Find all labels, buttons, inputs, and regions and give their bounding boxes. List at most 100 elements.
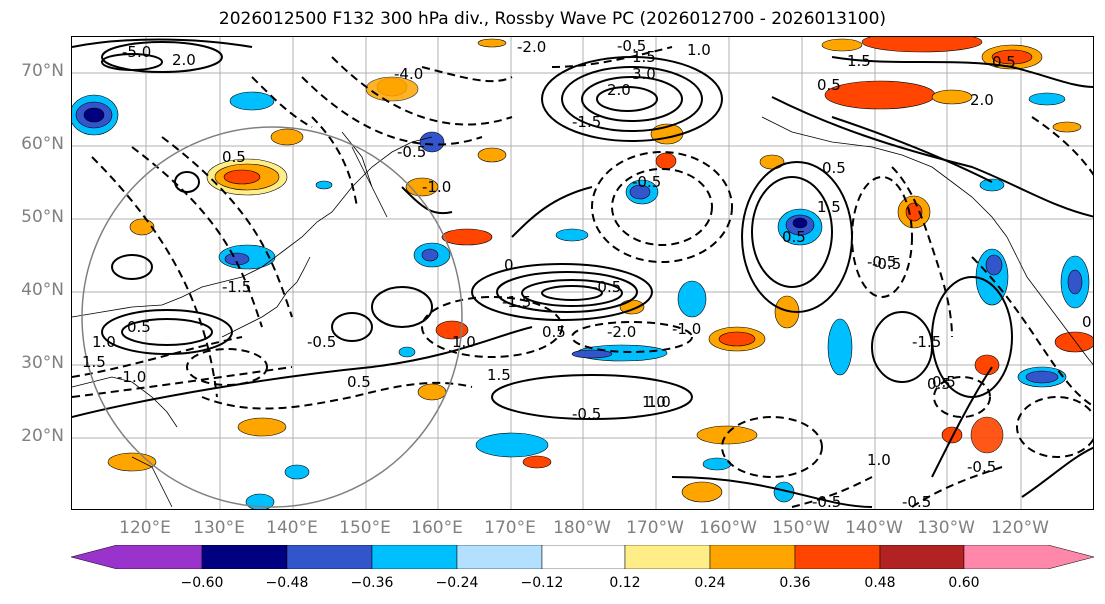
contour-line	[581, 76, 683, 122]
contour-label: -0.5	[632, 173, 661, 191]
contour-line	[491, 374, 693, 420]
contour-label: 0.5	[127, 318, 151, 336]
contour-line	[301, 76, 483, 146]
contour-label: -0.5	[867, 253, 896, 271]
shade-negative	[284, 464, 310, 480]
contour-label: -1.0	[422, 178, 451, 196]
contour-line	[72, 366, 293, 398]
colorbar-segment	[709, 545, 796, 569]
contour-label: 1.5	[632, 48, 656, 66]
shade-positive	[237, 417, 287, 437]
colorbar-segment	[879, 545, 965, 569]
contour-label: 0.5	[542, 323, 566, 341]
contour-line	[751, 176, 833, 288]
shade-negative	[421, 248, 439, 262]
contour-line	[931, 276, 1013, 398]
shade-positive	[974, 354, 1000, 376]
colorbar-tick: 0.24	[694, 575, 726, 591]
colorbar-tick: −0.24	[435, 575, 479, 591]
graticule	[72, 37, 1093, 509]
shade-positive	[931, 89, 973, 105]
map-title: 2026012500 F132 300 hPa div., Rossby Wav…	[218, 9, 887, 29]
shade-negative	[398, 346, 416, 358]
contour-line	[251, 76, 313, 128]
contour-line	[933, 376, 991, 418]
lon-label-150w: 150°W	[772, 518, 830, 538]
contour-line	[101, 41, 223, 73]
contour-label: -0.5	[617, 37, 646, 55]
contour-line	[1016, 396, 1093, 458]
map-panel: -5.0 2.0 -2.0 -0.5 -4.0 1.0 0.5 3.0 1.5 …	[71, 36, 1094, 510]
shade-positive	[905, 202, 923, 222]
contour-label: -5.0	[122, 43, 151, 61]
shade-positive	[270, 128, 304, 146]
colorbar-segment	[371, 545, 458, 569]
lon-label-160w: 160°W	[699, 518, 757, 538]
coastline-alaska	[761, 116, 1008, 238]
colorbar-tick: 0.48	[864, 575, 896, 591]
contour-label: 0.5	[822, 159, 846, 177]
shade-negative	[1025, 370, 1059, 384]
lon-label-130e: 130°E	[193, 518, 245, 538]
shade-positive	[759, 154, 785, 170]
divergence-shading	[72, 37, 1093, 509]
contour-label: -0.5	[397, 143, 426, 161]
shade-positive	[970, 416, 1004, 454]
contour-label: -0.5	[572, 405, 601, 423]
shade-negative	[555, 228, 589, 242]
shade-negative	[571, 349, 613, 359]
lon-label-150e: 150°E	[339, 518, 391, 538]
contour-line	[201, 381, 473, 410]
contour-line	[671, 476, 873, 508]
contour-label: 1.5	[847, 52, 871, 70]
contour-label: 1.0	[452, 333, 476, 351]
shade-positive	[435, 320, 469, 340]
shade-positive	[1054, 331, 1093, 353]
contour-line	[111, 254, 153, 280]
contour-labels: -5.0 2.0 -2.0 -0.5 -4.0 1.0 0.5 3.0 1.5 …	[82, 37, 1094, 510]
shade-positive	[821, 38, 863, 52]
contour-label: -0.5	[872, 255, 901, 273]
shade-positive	[696, 425, 758, 445]
contour-line	[471, 263, 653, 321]
contour-line	[101, 53, 163, 71]
shade-positive	[522, 455, 552, 469]
shade-positive	[681, 481, 723, 503]
contour-label: 2.0	[970, 91, 994, 109]
contour-label: 1.5	[817, 198, 841, 216]
contour-line	[511, 186, 593, 238]
lon-label-160e: 160°E	[411, 518, 463, 538]
contour-line	[91, 156, 218, 398]
shade-negative	[702, 457, 732, 471]
contour-line	[331, 312, 373, 342]
contour-line	[311, 116, 358, 208]
contour-label: 1.0	[687, 41, 711, 59]
contour-line	[541, 285, 603, 301]
colorbar	[71, 545, 1094, 569]
contour-label: -0.5	[902, 493, 931, 510]
shade-negative	[827, 318, 853, 376]
contour-label: 0.5	[1082, 313, 1094, 331]
contour-label: 0.5	[932, 373, 956, 391]
contour-line	[521, 279, 623, 307]
shade-positive	[365, 76, 419, 102]
contour-label: -0.5	[812, 493, 841, 510]
contour-label: 3.0	[632, 65, 656, 83]
contour-label: 0.5	[782, 228, 806, 246]
shade-negative	[83, 107, 105, 123]
shade-positive	[941, 426, 963, 444]
colorbar-tick: 0.36	[779, 575, 811, 591]
contour-line	[101, 309, 233, 355]
contour-line	[72, 38, 253, 48]
lon-label-140e: 140°E	[266, 518, 318, 538]
shade-negative	[419, 131, 445, 153]
lat-label-40n: 40°N	[21, 280, 64, 300]
colorbar-extend-max	[963, 545, 1094, 569]
shade-negative	[315, 180, 333, 190]
contour-line	[831, 116, 993, 183]
contour-line	[186, 348, 268, 386]
shade-positive	[129, 218, 155, 236]
contour-line	[831, 56, 1093, 88]
contour-label: 2.0	[607, 81, 631, 99]
lat-label-70n: 70°N	[21, 61, 64, 81]
